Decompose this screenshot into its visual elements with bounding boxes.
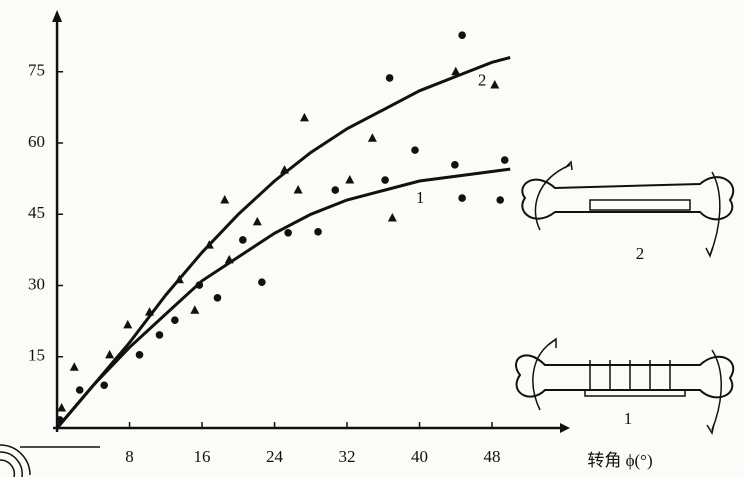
curve-label: 2 — [478, 70, 487, 89]
triangle-point — [123, 319, 133, 329]
triangle-point — [451, 66, 461, 76]
triangle-point — [367, 133, 377, 142]
x-tick-label: 48 — [484, 447, 501, 466]
x-axis-label: 转角 ϕ(°) — [587, 451, 652, 470]
dot-point — [500, 156, 509, 164]
dot-point — [135, 351, 144, 359]
triangle-point — [57, 403, 67, 412]
x-tick-label: 16 — [194, 447, 211, 466]
dot-point — [496, 196, 504, 204]
dot-point — [100, 381, 108, 390]
dot-point — [411, 146, 419, 154]
dot-point — [381, 176, 389, 184]
dot-point — [213, 294, 222, 302]
triangle-point — [299, 112, 309, 122]
inset-label: 2 — [636, 244, 645, 263]
inset-bone-2 — [521, 160, 735, 258]
dot-point — [458, 31, 466, 39]
y-tick-label: 30 — [28, 274, 45, 293]
dot-point — [155, 331, 164, 339]
dot-point — [331, 186, 340, 194]
triangle-point — [252, 216, 262, 226]
dot-point — [239, 236, 247, 244]
fit-curve — [55, 167, 511, 429]
dot-point — [314, 228, 322, 236]
triangle-point — [190, 305, 200, 314]
triangle-point — [345, 175, 355, 184]
curve-label: 1 — [416, 188, 425, 207]
triangle-point — [105, 349, 115, 359]
triangle-point — [69, 362, 79, 371]
dot-point — [458, 194, 466, 202]
x-tick-label: 32 — [339, 447, 356, 466]
dot-point — [171, 316, 179, 324]
triangle-point — [490, 80, 500, 89]
dot-point — [284, 228, 292, 237]
triangle-point — [220, 195, 230, 204]
dot-point — [385, 74, 394, 82]
scan-artifact — [0, 444, 100, 477]
fit-curve — [55, 56, 511, 429]
inset-bone-1 — [515, 337, 735, 435]
x-tick-label: 24 — [266, 447, 284, 466]
dot-point — [258, 278, 266, 286]
y-tick-label: 15 — [28, 346, 45, 365]
dot-point — [75, 386, 84, 394]
y-axis-arrow — [52, 10, 63, 22]
triangle-point — [387, 213, 397, 222]
y-tick-label: 45 — [28, 203, 45, 222]
triangle-point — [293, 185, 303, 194]
dot-point — [451, 161, 459, 169]
inset-label: 1 — [624, 409, 633, 428]
x-axis-arrow — [560, 423, 570, 433]
x-tick-label: 8 — [125, 447, 134, 466]
y-tick-label: 75 — [28, 61, 45, 80]
x-tick-label: 40 — [411, 447, 428, 466]
y-tick-label: 60 — [28, 132, 45, 151]
